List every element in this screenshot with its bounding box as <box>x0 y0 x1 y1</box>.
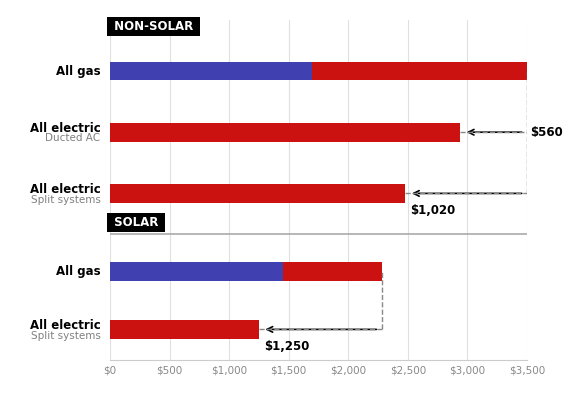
Bar <box>110 184 405 203</box>
Text: All electric: All electric <box>30 183 101 196</box>
Text: SOLAR: SOLAR <box>110 216 163 229</box>
Bar <box>110 62 313 80</box>
Text: Ducted AC: Ducted AC <box>45 133 101 143</box>
Text: $1,020: $1,020 <box>410 204 456 217</box>
Text: $560: $560 <box>530 126 563 139</box>
Text: Split systems: Split systems <box>31 330 101 340</box>
Text: NON-SOLAR: NON-SOLAR <box>110 20 197 33</box>
Bar <box>110 262 283 281</box>
Bar <box>313 62 527 80</box>
Text: Split systems: Split systems <box>31 194 101 204</box>
Bar <box>110 123 460 142</box>
Text: $1,250: $1,250 <box>263 340 309 353</box>
Text: All electric: All electric <box>30 319 101 332</box>
Text: All gas: All gas <box>56 265 101 278</box>
Bar <box>283 262 382 281</box>
Text: All gas: All gas <box>56 64 101 78</box>
Bar <box>110 320 259 339</box>
Text: All electric: All electric <box>30 122 101 135</box>
